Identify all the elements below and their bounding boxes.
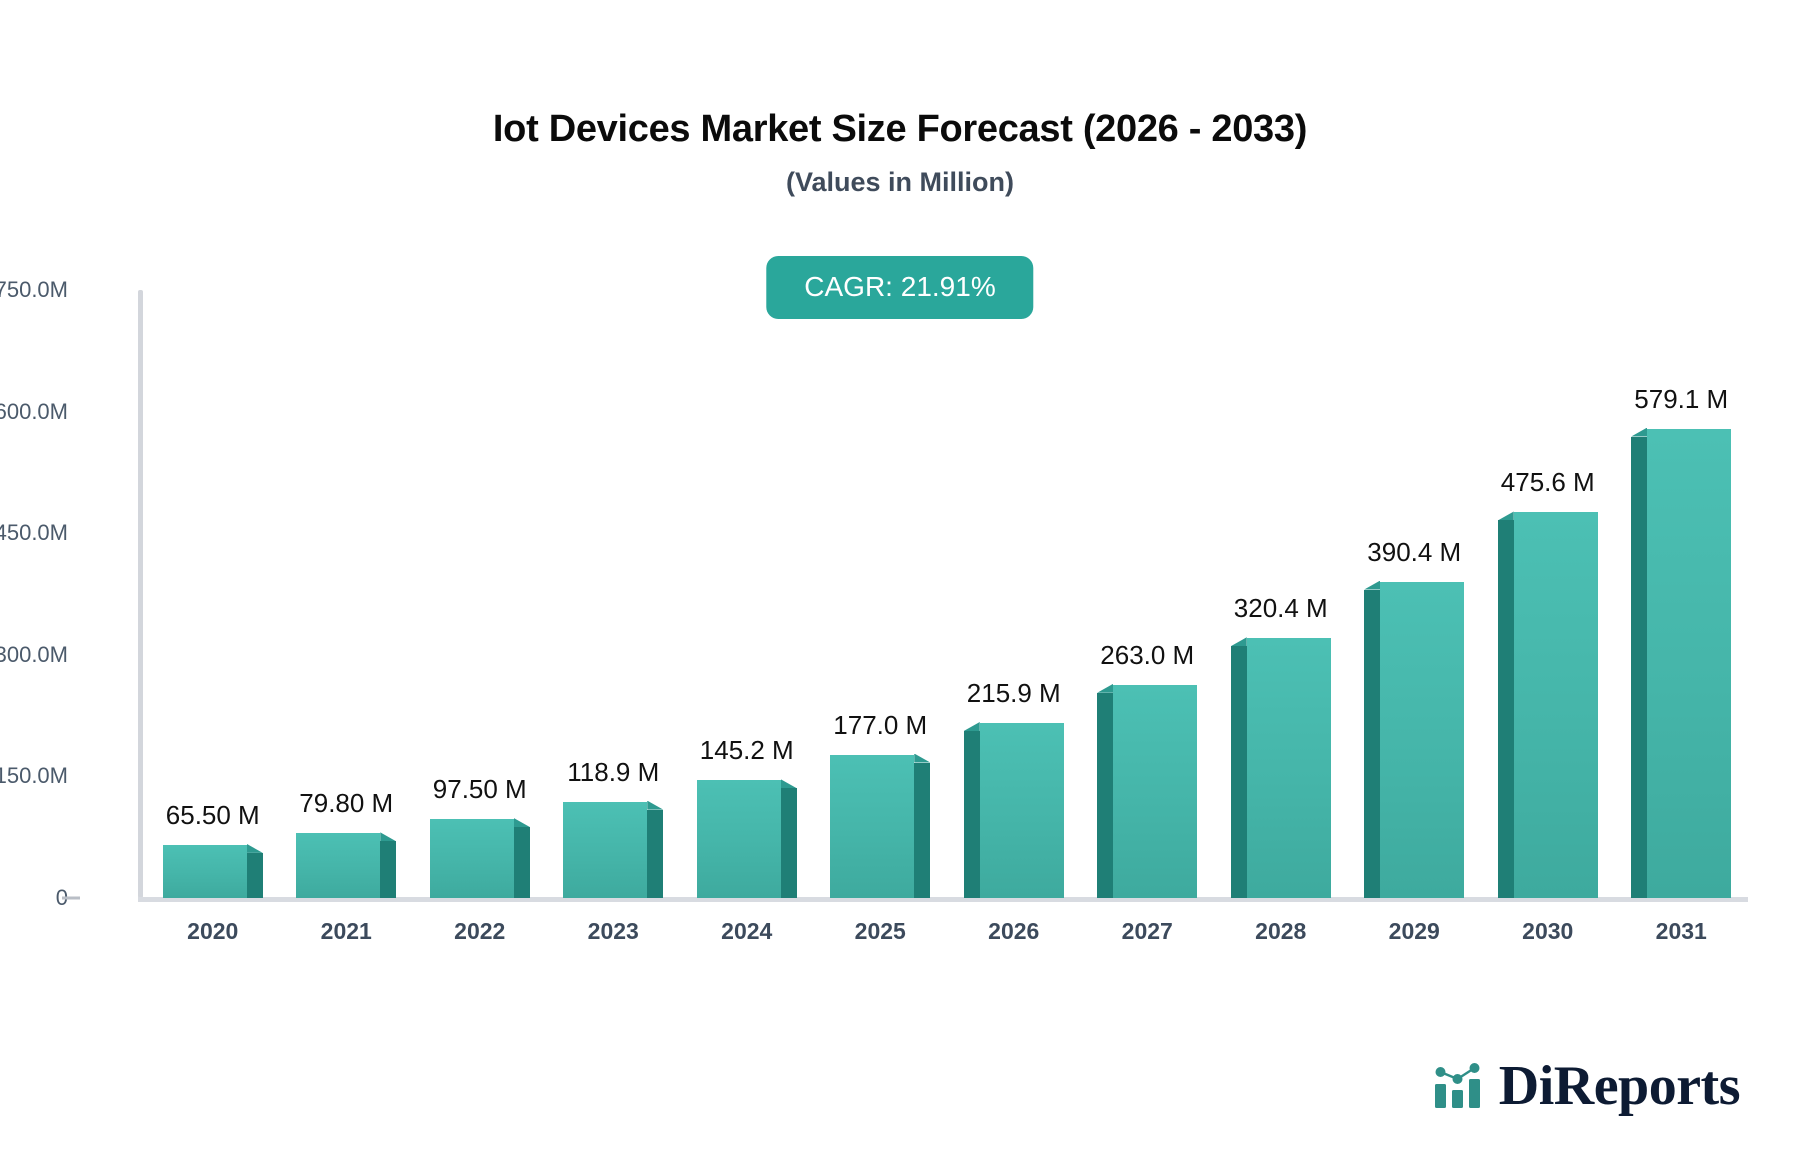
bar-group[interactable]: 215.9 M 2026 <box>947 290 1081 944</box>
x-axis-label: 2027 <box>1121 918 1173 944</box>
bar-series: 65.50 M 2020 79.80 M 2021 97.50 M 2022 118.9 M… <box>146 290 1749 944</box>
bar-group[interactable]: 177.0 M 2025 <box>814 290 948 944</box>
x-axis-label: 2021 <box>320 918 372 944</box>
bar-group[interactable]: 79.80 M 2021 <box>280 290 414 944</box>
bar-value-label: 215.9 M <box>966 677 1061 708</box>
x-axis-label: 2030 <box>1522 918 1574 944</box>
y-axis-line <box>138 290 143 898</box>
bar-side-face <box>380 841 397 898</box>
x-axis-label: 2020 <box>187 918 239 944</box>
bar-value-label: 145.2 M <box>699 735 794 766</box>
bar-top-face <box>1230 637 1247 647</box>
bar-value-label: 79.80 M <box>299 788 394 819</box>
bar-value-label: 263.0 M <box>1100 639 1195 670</box>
bar-top-face <box>1631 427 1648 437</box>
bar-front-face <box>1380 581 1465 898</box>
x-axis-label: 2022 <box>454 918 506 944</box>
bar-top-face <box>380 832 397 842</box>
bar-front-face <box>979 722 1064 898</box>
bar-top-face <box>246 843 263 853</box>
chart-title: Iot Devices Market Size Forecast (2026 -… <box>492 108 1308 150</box>
bar-group[interactable]: 579.1 M 2031 <box>1615 290 1749 944</box>
bar-front-face <box>1113 684 1198 898</box>
bar-group[interactable]: 263.0 M 2027 <box>1081 290 1215 944</box>
bar-side-face <box>1230 646 1247 898</box>
bar-side-face <box>246 852 263 898</box>
bar-top-face <box>647 800 664 810</box>
x-axis-line <box>138 897 1748 902</box>
y-axis-label: 150.0M <box>0 763 68 789</box>
bar-top-face <box>1364 580 1381 590</box>
bar-side-face <box>963 730 980 898</box>
chart-header: Iot Devices Market Size Forecast (2026 -… <box>0 108 1800 198</box>
bar-side-face <box>1097 692 1114 898</box>
bar-group[interactable]: 475.6 M 2030 <box>1481 290 1615 944</box>
bar-group[interactable]: 320.4 M 2028 <box>1214 290 1348 944</box>
bar-front-face <box>563 801 648 898</box>
chart-subtitle: (Values in Million) <box>785 166 1015 197</box>
bar-value-label: 320.4 M <box>1233 593 1328 624</box>
bar-group[interactable]: 118.9 M 2023 <box>547 290 681 944</box>
bar-top-face <box>963 721 980 731</box>
bar-front-face <box>1246 638 1331 898</box>
bar-side-face <box>513 826 530 898</box>
bar-top-face <box>914 753 931 763</box>
bar-front-face <box>429 818 514 898</box>
bar-front-face <box>1647 428 1732 898</box>
logo-text: DiReports <box>1498 1055 1741 1117</box>
bar-chart-trend-icon <box>1434 1063 1480 1108</box>
bar-front-face <box>830 754 915 898</box>
bar-front-face <box>296 833 381 898</box>
bar-group[interactable]: 390.4 M 2029 <box>1348 290 1482 944</box>
bar-side-face <box>1631 436 1648 898</box>
bar-value-label: 475.6 M <box>1500 467 1595 498</box>
bar-front-face <box>696 780 781 898</box>
bar-top-face <box>1097 683 1114 693</box>
bar-value-label: 97.50 M <box>432 773 527 804</box>
bar-front-face <box>1513 512 1598 898</box>
x-axis-label: 2028 <box>1255 918 1307 944</box>
direports-logo: DiReports <box>1433 1055 1741 1117</box>
bar-top-face <box>780 779 797 789</box>
bar-side-face <box>914 762 931 898</box>
x-axis-label: 2023 <box>587 918 639 944</box>
bar-side-face <box>647 809 664 898</box>
cagr-badge: CAGR: 21.91% <box>766 256 1034 319</box>
y-axis-label: 450.0M <box>0 520 68 546</box>
bar-side-face <box>780 788 797 898</box>
x-axis-label: 2024 <box>721 918 773 944</box>
bar-top-face <box>513 817 530 827</box>
bar-value-label: 118.9 M <box>567 756 660 787</box>
bar-value-label: 579.1 M <box>1634 383 1729 414</box>
bar-group[interactable]: 97.50 M 2022 <box>413 290 547 944</box>
bar-side-face <box>1497 520 1514 898</box>
x-axis-label: 2029 <box>1388 918 1440 944</box>
plot-area: 0 150.0M 300.0M 450.0M 600.0M 750.0M 65.50 M 2… <box>0 277 1749 944</box>
bar-group[interactable]: 65.50 M 2020 <box>146 290 280 944</box>
bar-front-face <box>162 844 247 898</box>
y-axis-label: 750.0M <box>0 277 68 302</box>
y-axis-label: 600.0M <box>0 398 68 424</box>
bar-value-label: 390.4 M <box>1367 536 1462 567</box>
y-axis-label: 0 <box>0 885 68 911</box>
x-axis-label: 2025 <box>854 918 906 944</box>
x-axis-label: 2031 <box>1655 918 1707 944</box>
bar-group[interactable]: 145.2 M 2024 <box>680 290 814 944</box>
y-axis-tick-mark <box>62 896 80 900</box>
bar-side-face <box>1364 589 1381 898</box>
bar-top-face <box>1497 511 1514 521</box>
bar-value-label: 177.0 M <box>833 709 928 740</box>
bar-value-label: 65.50 M <box>165 799 260 830</box>
x-axis-label: 2026 <box>988 918 1040 944</box>
y-axis-label: 300.0M <box>0 641 68 667</box>
